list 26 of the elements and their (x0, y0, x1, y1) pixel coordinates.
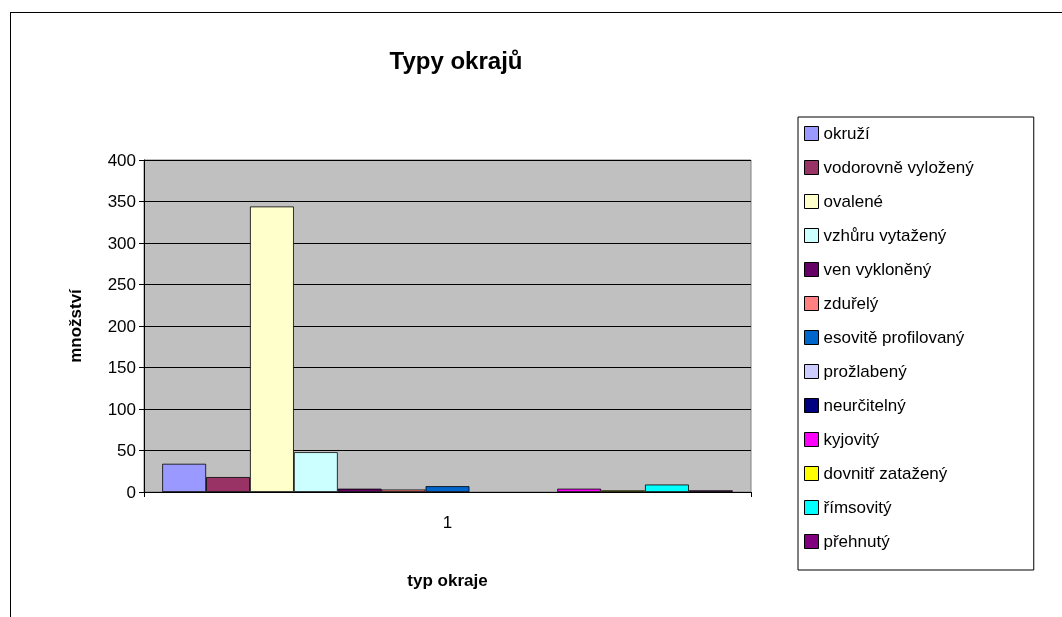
legend-label: ven vykloněný (823, 260, 932, 279)
y-tick-label: 250 (107, 275, 136, 294)
legend-label: vodorovně vyložený (823, 158, 975, 177)
legend-label: římsovitý (823, 498, 892, 517)
y-tick-label: 350 (107, 192, 136, 211)
legend-label: zduřelý (823, 294, 879, 313)
x-tick-label: 1 (442, 513, 453, 532)
y-tick-label: 100 (107, 399, 136, 419)
y-tick-label: 300 (107, 233, 136, 253)
x-axis-title: typ okraje (407, 571, 488, 590)
y-tick-label: 0 (126, 482, 136, 502)
legend-label: ovalené (823, 192, 884, 211)
legend-label: kyjovitý (823, 430, 880, 449)
y-tick-label: 50 (117, 441, 136, 460)
legend-label: esovitě profilovaný (823, 328, 965, 347)
legend-label: vzhůru vytažený (823, 226, 947, 245)
y-tick-label: 400 (107, 150, 136, 170)
legend-label: prožlabený (823, 362, 908, 381)
chart-title: Typy okrajů (389, 46, 523, 74)
y-axis-title: množství (66, 287, 85, 363)
y-tick-label: 200 (107, 316, 136, 336)
legend-label: okruží (823, 124, 871, 143)
y-tick-label: 150 (107, 358, 136, 377)
legend-label: přehnutý (823, 532, 891, 551)
legend-label: dovnitř zatažený (823, 464, 948, 483)
legend-label: neurčitelný (823, 396, 907, 415)
